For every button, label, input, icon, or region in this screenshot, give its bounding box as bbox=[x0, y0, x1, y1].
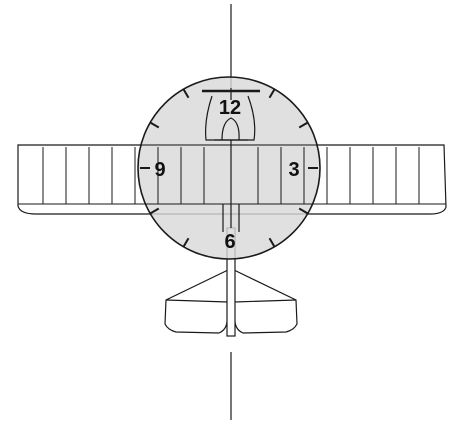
clock-label-6: 6 bbox=[224, 231, 235, 253]
tick-7 bbox=[182, 237, 190, 248]
fuselage bbox=[205, 88, 256, 232]
pilot-head bbox=[221, 117, 240, 141]
clock-label-9: 9 bbox=[154, 159, 165, 181]
wing-ribs bbox=[42, 147, 420, 204]
clock-ticks bbox=[140, 88, 318, 248]
tick-5 bbox=[268, 237, 276, 248]
clock-circle bbox=[137, 76, 321, 260]
tick-1 bbox=[268, 88, 276, 99]
clock-label-3: 3 bbox=[288, 159, 299, 181]
wing-ribs-inner bbox=[140, 144, 318, 205]
tick-8 bbox=[149, 207, 160, 215]
tick-11 bbox=[182, 88, 190, 99]
tick-2 bbox=[298, 121, 309, 129]
tick-10 bbox=[149, 121, 160, 129]
tailplane bbox=[164, 269, 298, 334]
clock-label-12: 12 bbox=[219, 97, 241, 119]
tick-4 bbox=[298, 207, 309, 215]
